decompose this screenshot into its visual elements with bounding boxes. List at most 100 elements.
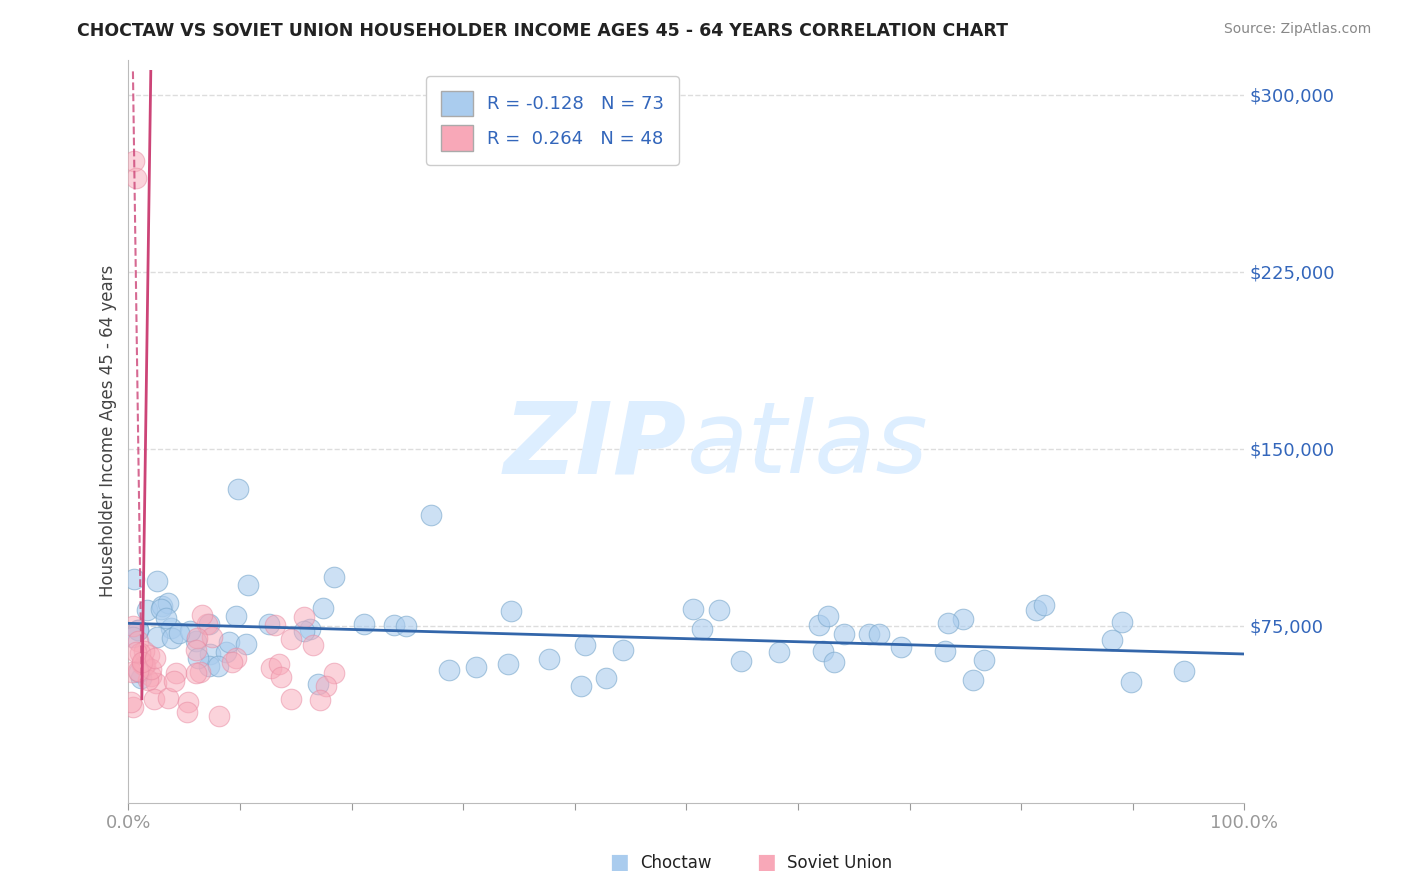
Point bbox=[322, 665, 344, 680]
Text: ■: ■ bbox=[756, 853, 776, 872]
Point bbox=[134, 658, 156, 673]
Point bbox=[131, 655, 153, 669]
Point bbox=[200, 647, 222, 661]
Point bbox=[420, 508, 443, 522]
Point bbox=[569, 679, 592, 693]
Point bbox=[353, 616, 375, 631]
Point bbox=[156, 596, 179, 610]
Point bbox=[315, 679, 337, 693]
Point bbox=[280, 632, 302, 646]
Point bbox=[496, 657, 519, 671]
Point bbox=[890, 640, 912, 654]
Point bbox=[936, 615, 959, 630]
Point bbox=[198, 658, 221, 673]
Point bbox=[832, 627, 855, 641]
Point bbox=[537, 651, 560, 665]
Point bbox=[225, 650, 247, 665]
Text: atlas: atlas bbox=[686, 398, 928, 494]
Point bbox=[437, 663, 460, 677]
Point bbox=[574, 638, 596, 652]
Point bbox=[125, 645, 148, 659]
Point bbox=[612, 643, 634, 657]
Point bbox=[382, 618, 405, 632]
Point bbox=[270, 670, 292, 684]
Point bbox=[201, 631, 224, 645]
Point bbox=[188, 665, 211, 680]
Point bbox=[184, 665, 207, 680]
Point bbox=[225, 608, 247, 623]
Point bbox=[150, 599, 173, 613]
Point bbox=[768, 645, 790, 659]
Point bbox=[682, 602, 704, 616]
Point bbox=[136, 673, 159, 687]
Point bbox=[136, 603, 159, 617]
Point bbox=[143, 651, 166, 665]
Point bbox=[1101, 633, 1123, 648]
Point bbox=[322, 569, 344, 583]
Point bbox=[1032, 598, 1054, 612]
Point bbox=[127, 624, 149, 638]
Point bbox=[730, 654, 752, 668]
Point bbox=[952, 612, 974, 626]
Text: Source: ZipAtlas.com: Source: ZipAtlas.com bbox=[1223, 22, 1371, 37]
Point bbox=[260, 660, 283, 674]
Point bbox=[122, 154, 145, 169]
Point bbox=[269, 657, 291, 671]
Point bbox=[129, 646, 152, 660]
Point bbox=[465, 660, 488, 674]
Point bbox=[121, 618, 143, 632]
Point bbox=[312, 600, 335, 615]
Point bbox=[145, 676, 167, 690]
Point bbox=[934, 644, 956, 658]
Legend: R = -0.128   N = 73, R =  0.264   N = 48: R = -0.128 N = 73, R = 0.264 N = 48 bbox=[426, 76, 679, 165]
Point bbox=[138, 648, 160, 663]
Point bbox=[259, 617, 281, 632]
Point bbox=[307, 677, 329, 691]
Point bbox=[218, 634, 240, 648]
Point bbox=[131, 657, 153, 672]
Point bbox=[162, 674, 184, 689]
Point bbox=[813, 644, 835, 658]
Point bbox=[221, 656, 243, 670]
Point bbox=[195, 616, 218, 631]
Point bbox=[141, 662, 163, 676]
Point bbox=[143, 692, 166, 706]
Point bbox=[823, 655, 845, 669]
Text: Choctaw: Choctaw bbox=[640, 855, 711, 872]
Point bbox=[709, 603, 731, 617]
Point bbox=[160, 631, 183, 645]
Point bbox=[302, 638, 325, 652]
Point bbox=[179, 624, 201, 639]
Point bbox=[120, 695, 142, 709]
Point bbox=[198, 616, 221, 631]
Text: ■: ■ bbox=[609, 853, 628, 872]
Point bbox=[309, 693, 332, 707]
Point bbox=[127, 624, 149, 638]
Point bbox=[1024, 603, 1046, 617]
Point bbox=[264, 618, 287, 632]
Point bbox=[868, 626, 890, 640]
Point bbox=[226, 482, 249, 496]
Point bbox=[167, 626, 190, 640]
Point bbox=[395, 619, 418, 633]
Point bbox=[858, 627, 880, 641]
Point bbox=[176, 695, 198, 709]
Point bbox=[155, 610, 177, 624]
Point bbox=[501, 603, 523, 617]
Point bbox=[139, 669, 162, 683]
Point bbox=[165, 665, 187, 680]
Point bbox=[156, 691, 179, 706]
Point bbox=[176, 705, 198, 719]
Point bbox=[150, 602, 173, 616]
Point bbox=[1173, 664, 1195, 678]
Point bbox=[122, 572, 145, 586]
Point bbox=[690, 623, 713, 637]
Point bbox=[292, 624, 315, 639]
Point bbox=[595, 671, 617, 685]
Point bbox=[145, 631, 167, 645]
Text: Soviet Union: Soviet Union bbox=[787, 855, 893, 872]
Point bbox=[125, 170, 148, 185]
Point bbox=[184, 634, 207, 648]
Point bbox=[1111, 615, 1133, 630]
Point bbox=[132, 644, 155, 658]
